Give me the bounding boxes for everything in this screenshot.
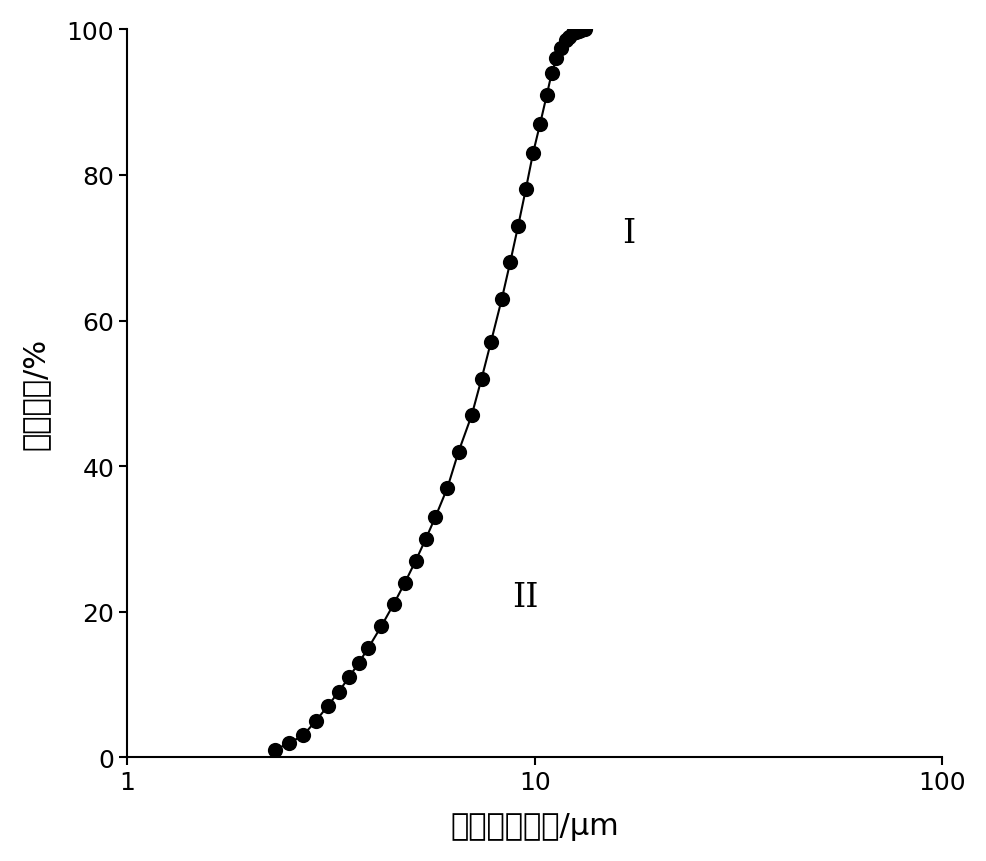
Point bbox=[560, 31, 576, 45]
Point bbox=[557, 34, 573, 48]
Text: II: II bbox=[512, 581, 538, 613]
Point bbox=[510, 220, 526, 233]
Y-axis label: 累计概率/%: 累计概率/% bbox=[21, 338, 49, 449]
Point bbox=[548, 53, 564, 66]
Point bbox=[531, 118, 547, 132]
Point bbox=[482, 336, 498, 350]
Point bbox=[518, 183, 533, 197]
Point bbox=[552, 41, 568, 55]
Point bbox=[525, 147, 540, 161]
Point bbox=[451, 445, 466, 459]
Text: I: I bbox=[621, 218, 635, 250]
Point bbox=[308, 714, 323, 728]
Point bbox=[281, 736, 297, 750]
Point bbox=[575, 23, 591, 37]
Point bbox=[502, 256, 518, 269]
X-axis label: 流动单元指数/μm: 流动单元指数/μm bbox=[450, 811, 618, 840]
Point bbox=[439, 481, 455, 495]
Point bbox=[341, 671, 357, 684]
Point bbox=[386, 598, 401, 611]
Point bbox=[573, 24, 589, 38]
Point bbox=[473, 373, 489, 387]
Point bbox=[266, 743, 282, 757]
Point bbox=[463, 409, 479, 423]
Point bbox=[396, 576, 412, 590]
Point bbox=[360, 641, 376, 655]
Point bbox=[351, 656, 367, 670]
Point bbox=[373, 620, 388, 634]
Point bbox=[570, 25, 586, 39]
Point bbox=[417, 532, 433, 546]
Point bbox=[295, 728, 311, 742]
Point bbox=[538, 89, 554, 102]
Point bbox=[407, 554, 423, 568]
Point bbox=[543, 67, 559, 81]
Point bbox=[577, 23, 593, 37]
Point bbox=[427, 511, 443, 524]
Point bbox=[567, 26, 583, 40]
Point bbox=[330, 685, 346, 699]
Point bbox=[564, 27, 580, 40]
Point bbox=[319, 700, 335, 714]
Point bbox=[493, 293, 509, 307]
